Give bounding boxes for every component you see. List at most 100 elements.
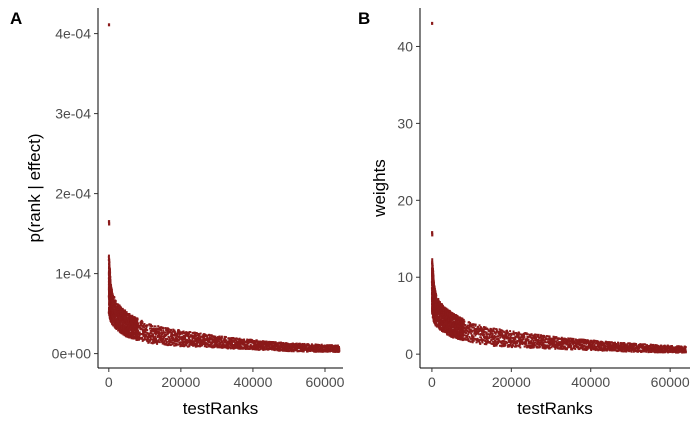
data-point	[187, 332, 190, 335]
data-point	[431, 259, 434, 262]
data-point	[173, 344, 176, 347]
data-point	[195, 332, 198, 335]
data-point	[138, 331, 141, 334]
data-point	[283, 345, 286, 348]
data-point	[108, 265, 111, 268]
data-point	[449, 315, 452, 318]
data-point	[233, 337, 236, 340]
data-point	[196, 341, 199, 344]
data-point	[323, 344, 326, 347]
data-point	[249, 344, 252, 347]
data-point	[435, 294, 438, 297]
data-point	[121, 314, 124, 317]
data-point	[136, 338, 139, 341]
data-point	[158, 328, 161, 331]
data-point	[434, 293, 437, 296]
data-point	[146, 329, 149, 332]
data-point	[327, 345, 330, 348]
data-point	[298, 349, 301, 352]
data-point	[145, 327, 148, 330]
data-point	[300, 350, 303, 353]
outlier-point	[107, 23, 111, 27]
data-point	[202, 343, 205, 346]
data-point	[165, 343, 168, 346]
data-point	[148, 336, 151, 338]
data-point	[322, 348, 325, 351]
data-point	[273, 349, 276, 352]
data-point	[107, 254, 110, 257]
data-point	[182, 345, 185, 348]
data-point	[439, 305, 442, 308]
data-point	[208, 339, 211, 342]
data-point	[140, 320, 143, 323]
data-point	[137, 333, 140, 336]
data-point	[149, 331, 152, 334]
data-point	[188, 338, 191, 341]
data-point	[108, 259, 111, 262]
data-point	[124, 309, 127, 312]
data-point	[121, 308, 124, 311]
data-point	[431, 261, 434, 264]
data-point	[240, 339, 243, 342]
data-point	[253, 340, 256, 342]
data-point	[254, 342, 257, 345]
data-point	[143, 336, 146, 339]
data-point	[167, 329, 170, 332]
data-point	[154, 335, 157, 338]
data-point	[148, 327, 151, 330]
data-point	[148, 332, 151, 335]
data-point	[183, 345, 186, 348]
data-point	[225, 339, 228, 342]
data-point	[243, 340, 246, 343]
data-point	[136, 334, 139, 337]
data-point	[194, 335, 197, 338]
data-point	[205, 345, 208, 348]
data-point	[263, 347, 266, 350]
data-point	[193, 342, 196, 345]
data-point	[456, 335, 459, 338]
data-point	[315, 350, 318, 353]
data-point	[111, 301, 114, 304]
data-point	[198, 345, 201, 348]
data-point	[161, 333, 163, 336]
data-point	[231, 342, 234, 345]
data-point	[210, 335, 213, 338]
data-point	[190, 341, 193, 344]
data-point	[219, 341, 222, 344]
data-point	[149, 323, 152, 326]
data-point	[169, 339, 172, 342]
data-point	[292, 350, 295, 353]
data-point	[160, 331, 163, 334]
data-point	[162, 338, 165, 341]
data-point	[143, 333, 146, 336]
data-point	[110, 291, 113, 294]
data-point	[143, 326, 146, 329]
data-point	[157, 325, 160, 328]
data-point	[207, 337, 210, 340]
data-point	[237, 338, 240, 341]
data-point	[191, 336, 194, 339]
data-point	[240, 346, 243, 349]
data-point	[223, 346, 226, 349]
data-point	[223, 341, 226, 344]
data-point	[432, 278, 435, 281]
data-point	[142, 330, 145, 333]
data-point	[156, 336, 159, 339]
data-point	[119, 321, 122, 324]
data-point	[108, 261, 111, 264]
data-point	[253, 346, 256, 349]
data-point	[337, 345, 340, 348]
data-point	[167, 344, 170, 347]
data-point	[299, 344, 302, 347]
data-point	[450, 315, 453, 318]
data-point	[145, 325, 148, 328]
data-point	[116, 322, 119, 325]
data-point	[200, 344, 203, 347]
x-tick-label: 0	[105, 374, 113, 390]
data-point	[179, 336, 182, 339]
data-point	[170, 337, 173, 340]
data-point	[336, 344, 339, 347]
data-point	[238, 345, 241, 348]
data-point	[241, 343, 244, 346]
data-point	[233, 340, 236, 343]
